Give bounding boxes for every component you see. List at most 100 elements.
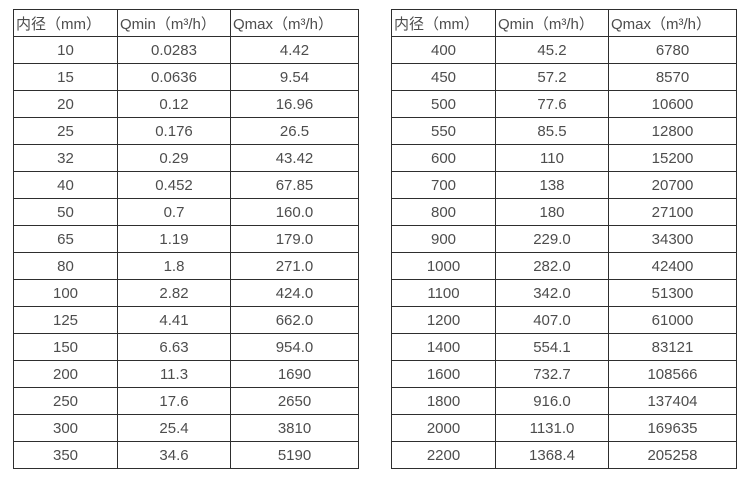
table-cell: 20700 (608, 171, 737, 199)
table-cell: 1131.0 (495, 414, 609, 442)
table-cell: 1.19 (117, 225, 231, 253)
table-cell: 229.0 (495, 225, 609, 253)
table-cell: 554.1 (495, 333, 609, 361)
table-row: 150 6.63 954.0 (13, 333, 359, 361)
table-cell: 138 (495, 171, 609, 199)
table-cell: 169635 (608, 414, 737, 442)
table-row: 1800 916.0 137404 (391, 387, 737, 415)
header-qmax: Qmax（m³/h） (608, 9, 737, 37)
table-cell: 50 (13, 198, 118, 226)
table-row: 700 138 20700 (391, 171, 737, 199)
table-cell: 125 (13, 306, 118, 334)
table-cell: 450 (391, 63, 496, 91)
table-cell: 732.7 (495, 360, 609, 388)
table-cell: 11.3 (117, 360, 231, 388)
table-cell: 2000 (391, 414, 496, 442)
table-cell: 0.7 (117, 198, 231, 226)
table-cell: 108566 (608, 360, 737, 388)
table-cell: 2200 (391, 441, 496, 469)
header-qmin: Qmin（m³/h） (495, 9, 609, 37)
header-row: 内径（mm） Qmin（m³/h） Qmax（m³/h） (13, 9, 359, 37)
table-row: 40 0.452 67.85 (13, 171, 359, 199)
table-row: 1000 282.0 42400 (391, 252, 737, 280)
table-cell: 20 (13, 90, 118, 118)
table-cell: 1.8 (117, 252, 231, 280)
table-cell: 350 (13, 441, 118, 469)
table-cell: 34.6 (117, 441, 231, 469)
table-cell: 42400 (608, 252, 737, 280)
table-row: 1100 342.0 51300 (391, 279, 737, 307)
table-cell: 2650 (230, 387, 359, 415)
table-cell: 12800 (608, 117, 737, 145)
table-cell: 16.96 (230, 90, 359, 118)
table-cell: 400 (391, 36, 496, 64)
table-cell: 110 (495, 144, 609, 172)
table-cell: 180 (495, 198, 609, 226)
header-qmin: Qmin（m³/h） (117, 9, 231, 37)
table-cell: 61000 (608, 306, 737, 334)
table-row: 1200 407.0 61000 (391, 306, 737, 334)
table-cell: 32 (13, 144, 118, 172)
table-cell: 43.42 (230, 144, 359, 172)
table-row: 300 25.4 3810 (13, 414, 359, 442)
table-row: 2000 1131.0 169635 (391, 414, 737, 442)
table-cell: 800 (391, 198, 496, 226)
table-cell: 65 (13, 225, 118, 253)
table-cell: 57.2 (495, 63, 609, 91)
table-cell: 3810 (230, 414, 359, 442)
table-cell: 5190 (230, 441, 359, 469)
table-cell: 150 (13, 333, 118, 361)
table-cell: 700 (391, 171, 496, 199)
table-cell: 27100 (608, 198, 737, 226)
table-cell: 550 (391, 117, 496, 145)
table-cell: 9.54 (230, 63, 359, 91)
table-cell: 34300 (608, 225, 737, 253)
header-qmax: Qmax（m³/h） (230, 9, 359, 37)
table-cell: 45.2 (495, 36, 609, 64)
table-row: 2200 1368.4 205258 (391, 441, 737, 469)
table-row: 100 2.82 424.0 (13, 279, 359, 307)
table-row: 25 0.176 26.5 (13, 117, 359, 145)
table-cell: 0.0636 (117, 63, 231, 91)
table-cell: 500 (391, 90, 496, 118)
table-cell: 77.6 (495, 90, 609, 118)
table-cell: 15200 (608, 144, 737, 172)
table-cell: 0.452 (117, 171, 231, 199)
table-row: 250 17.6 2650 (13, 387, 359, 415)
table-cell: 300 (13, 414, 118, 442)
table-row: 900 229.0 34300 (391, 225, 737, 253)
table-cell: 916.0 (495, 387, 609, 415)
header-inner-diameter: 内径（mm） (391, 9, 496, 37)
table-cell: 2.82 (117, 279, 231, 307)
table-cell: 1400 (391, 333, 496, 361)
table-cell: 179.0 (230, 225, 359, 253)
table-cell: 10600 (608, 90, 737, 118)
table-cell: 83121 (608, 333, 737, 361)
table-cell: 424.0 (230, 279, 359, 307)
table-cell: 1100 (391, 279, 496, 307)
flow-rate-table-small-diameters: 内径（mm） Qmin（m³/h） Qmax（m³/h） 10 0.0283 4.4… (13, 9, 359, 469)
table-cell: 25 (13, 117, 118, 145)
table-cell: 51300 (608, 279, 737, 307)
table-cell: 1368.4 (495, 441, 609, 469)
header-row: 内径（mm） Qmin（m³/h） Qmax（m³/h） (391, 9, 737, 37)
table-cell: 67.85 (230, 171, 359, 199)
table-cell: 0.12 (117, 90, 231, 118)
table-row: 10 0.0283 4.42 (13, 36, 359, 64)
table-cell: 4.42 (230, 36, 359, 64)
table-row: 500 77.6 10600 (391, 90, 737, 118)
table-cell: 600 (391, 144, 496, 172)
table-row: 32 0.29 43.42 (13, 144, 359, 172)
table-cell: 407.0 (495, 306, 609, 334)
table-row: 600 110 15200 (391, 144, 737, 172)
table-cell: 1690 (230, 360, 359, 388)
table-row: 200 11.3 1690 (13, 360, 359, 388)
table-cell: 17.6 (117, 387, 231, 415)
table-cell: 342.0 (495, 279, 609, 307)
header-inner-diameter: 内径（mm） (13, 9, 118, 37)
table-row: 550 85.5 12800 (391, 117, 737, 145)
table-row: 350 34.6 5190 (13, 441, 359, 469)
table-cell: 85.5 (495, 117, 609, 145)
table-row: 800 180 27100 (391, 198, 737, 226)
table-row: 125 4.41 662.0 (13, 306, 359, 334)
